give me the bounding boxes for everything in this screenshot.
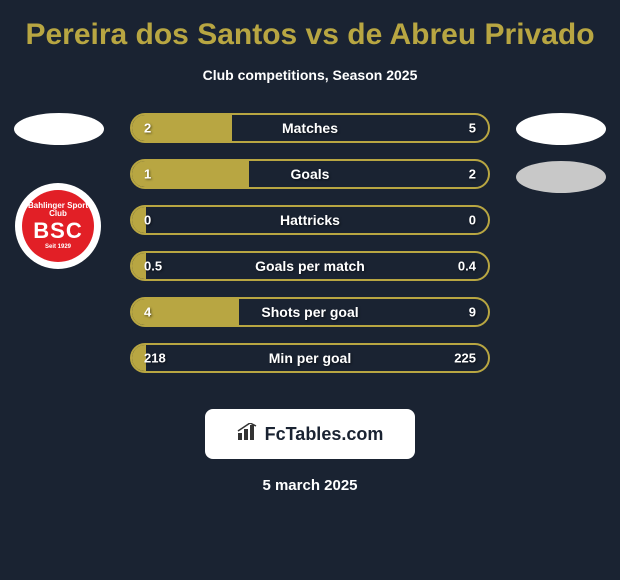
- stat-value-left: 218: [144, 351, 166, 366]
- stat-value-right: 0.4: [458, 259, 476, 274]
- stat-label: Goals: [291, 166, 330, 182]
- player-avatar-right-2: [516, 161, 606, 193]
- left-column: Bahlinger Sport Club BSC Seit 1929: [0, 113, 120, 389]
- stat-label: Goals per match: [255, 258, 365, 274]
- stat-value-right: 0: [469, 213, 476, 228]
- footer-badge[interactable]: FcTables.com: [205, 409, 415, 459]
- player-avatar-right-1: [516, 113, 606, 145]
- chart-icon: [237, 423, 259, 446]
- stat-bar: 218 Min per goal 225: [130, 343, 490, 373]
- stat-value-left: 4: [144, 305, 151, 320]
- date: 5 march 2025: [0, 477, 620, 494]
- stat-value-right: 9: [469, 305, 476, 320]
- club-logo-top: Bahlinger Sport Club: [22, 202, 94, 218]
- page-title: Pereira dos Santos vs de Abreu Privado: [0, 18, 620, 52]
- stat-value-left: 2: [144, 121, 151, 136]
- stat-bar: 2 Matches 5: [130, 113, 490, 143]
- stat-value-right: 225: [454, 351, 476, 366]
- stat-bar: 4 Shots per goal 9: [130, 297, 490, 327]
- stat-bar: 0.5 Goals per match 0.4: [130, 251, 490, 281]
- player-avatar-left: [14, 113, 104, 145]
- stat-value-left: 0.5: [144, 259, 162, 274]
- stat-value-right: 5: [469, 121, 476, 136]
- footer-site: FcTables.com: [265, 424, 384, 445]
- club-logo-sub: Seit 1929: [45, 244, 71, 250]
- subtitle: Club competitions, Season 2025: [0, 67, 620, 83]
- club-logo-main: BSC: [33, 220, 82, 242]
- comparison-card: Pereira dos Santos vs de Abreu Privado C…: [0, 0, 620, 580]
- stat-label: Matches: [282, 120, 338, 136]
- stat-label: Hattricks: [280, 212, 340, 228]
- club-logo-inner: Bahlinger Sport Club BSC Seit 1929: [22, 190, 94, 262]
- club-logo: Bahlinger Sport Club BSC Seit 1929: [15, 183, 101, 269]
- stat-value-left: 1: [144, 167, 151, 182]
- stat-value-left: 0: [144, 213, 151, 228]
- stat-label: Min per goal: [269, 350, 351, 366]
- stats-column: 2 Matches 5 1 Goals 2 0 Hattricks 0 0.5 Goals per …: [120, 113, 500, 389]
- stat-value-right: 2: [469, 167, 476, 182]
- stat-label: Shots per goal: [261, 304, 358, 320]
- right-column: [500, 113, 620, 389]
- stat-bar: 0 Hattricks 0: [130, 205, 490, 235]
- stat-bar: 1 Goals 2: [130, 159, 490, 189]
- content-row: Bahlinger Sport Club BSC Seit 1929 2 Matc…: [0, 113, 620, 389]
